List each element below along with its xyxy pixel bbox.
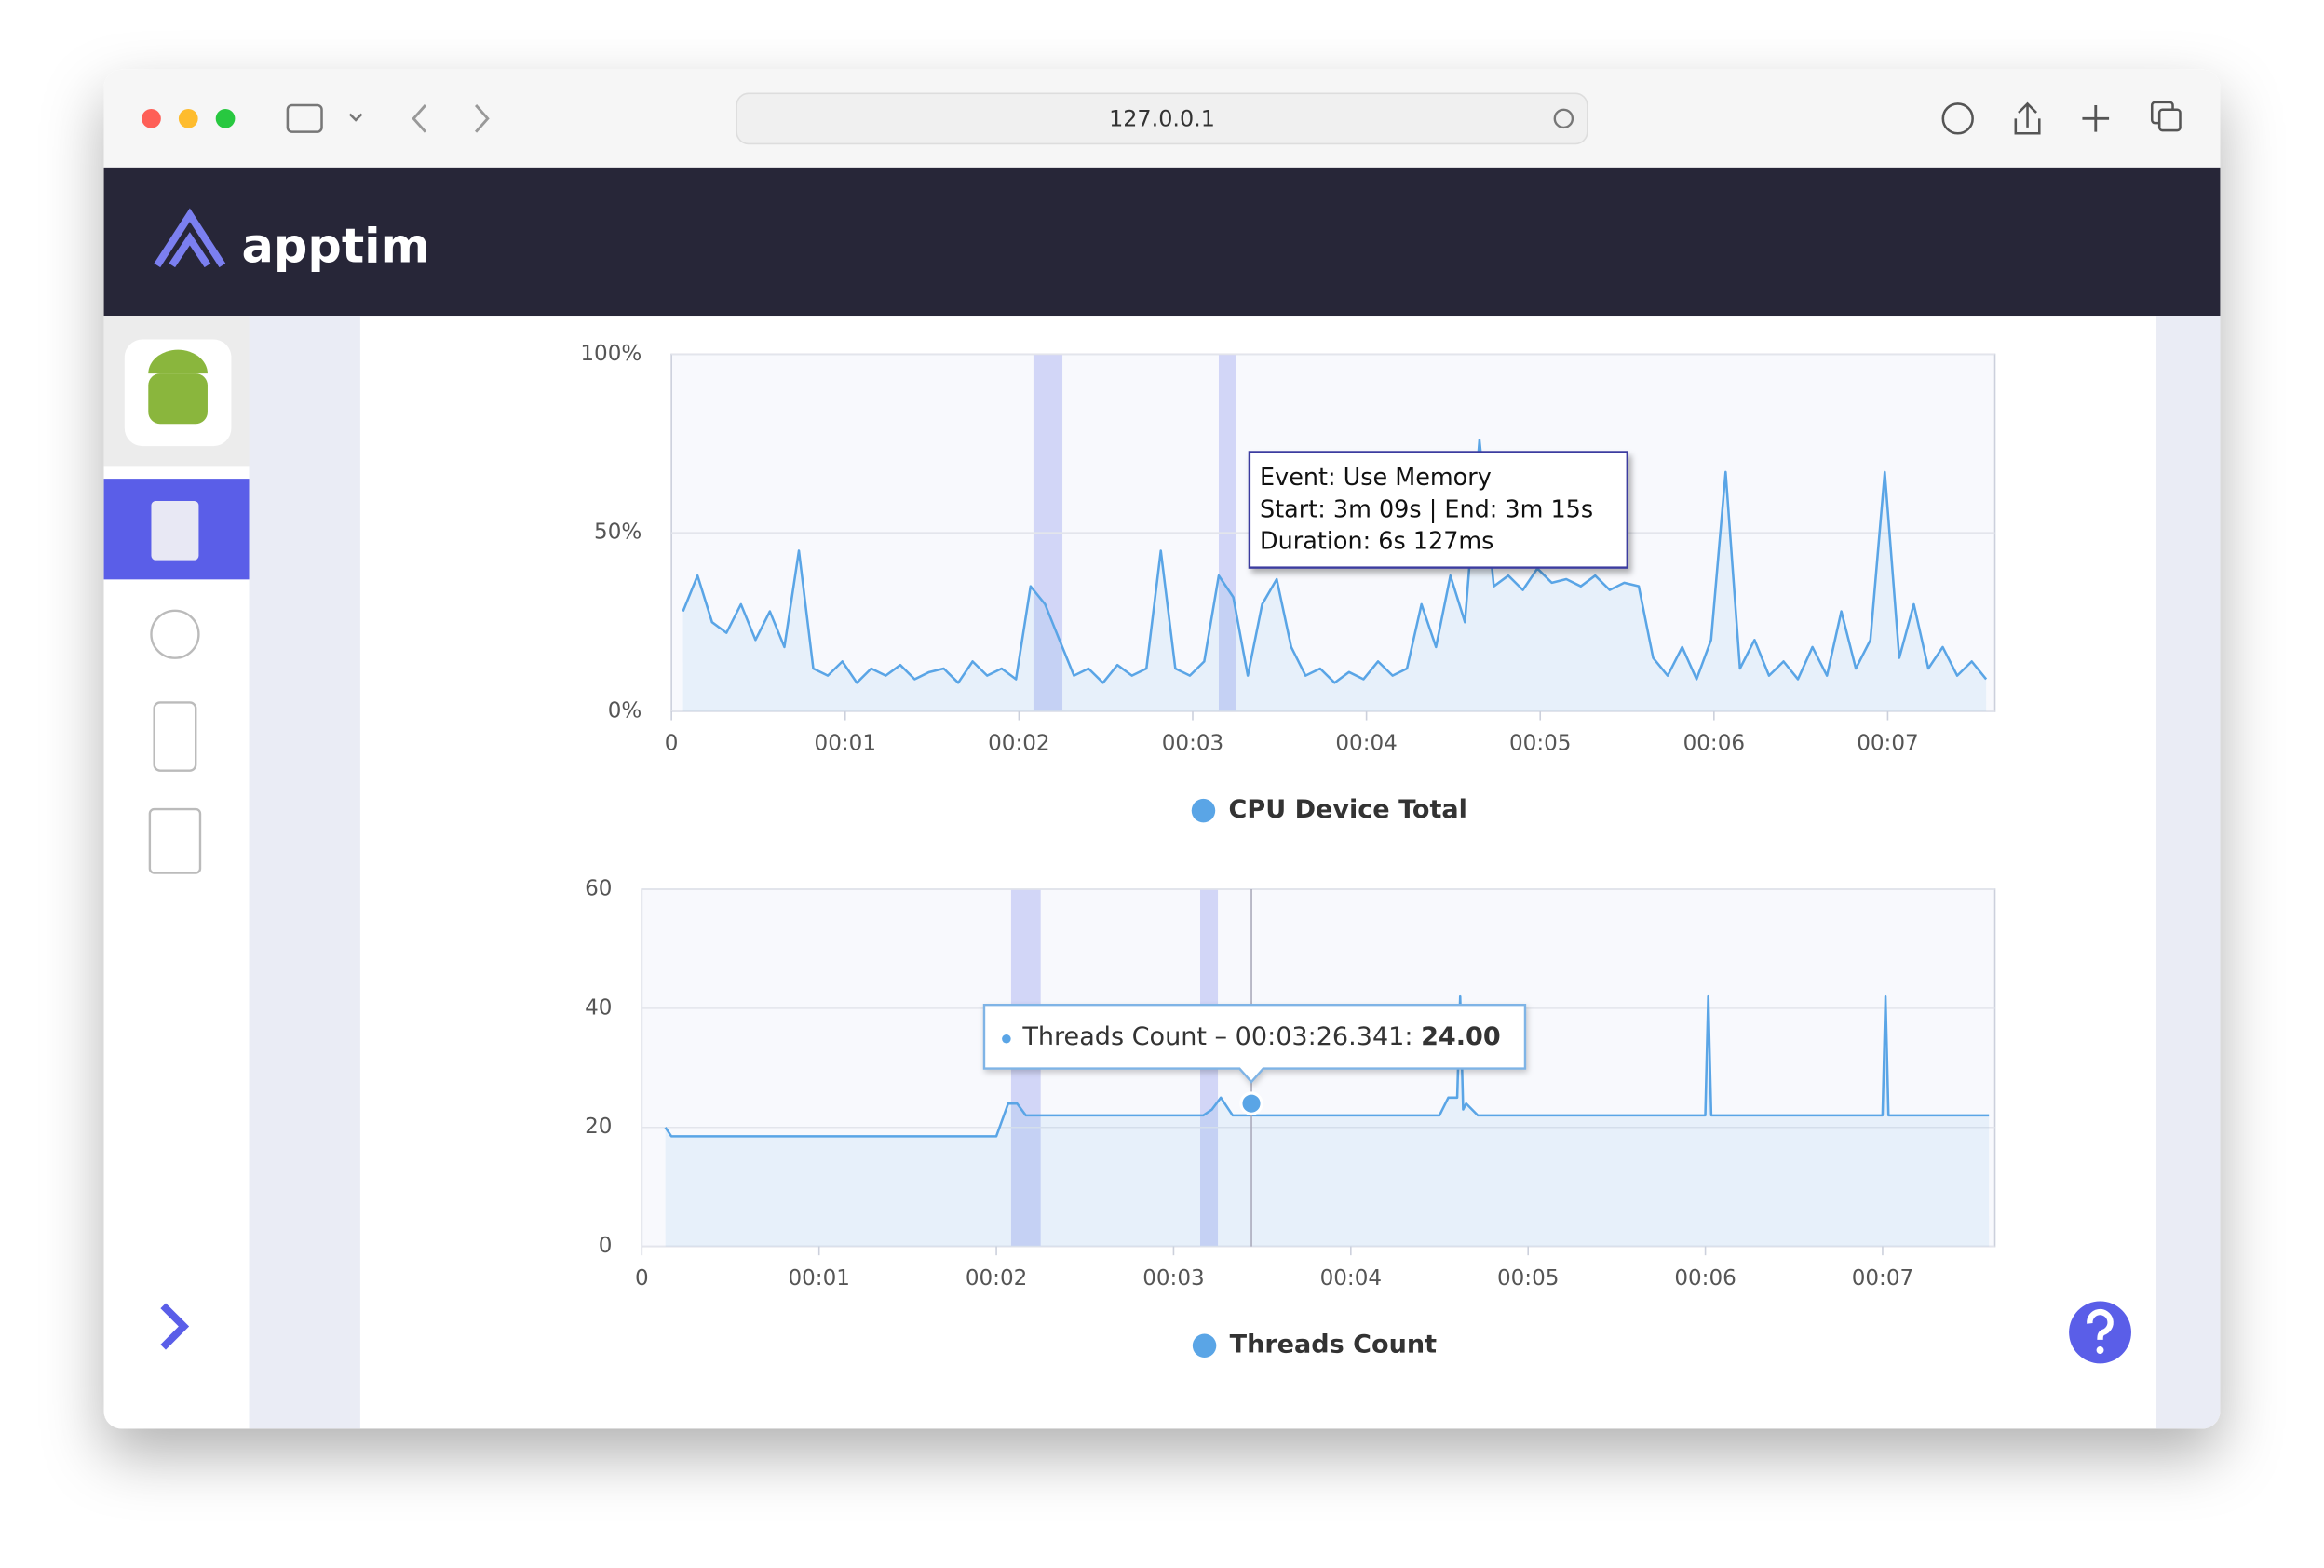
tooltip-line: Duration: 6s 127ms — [1260, 528, 1493, 556]
back[interactable] — [412, 104, 427, 133]
y-tick-label: 50% — [594, 520, 642, 545]
y-tick-label: 0 — [599, 1234, 613, 1258]
brand: apptim — [242, 219, 430, 274]
url: 127.0.0.1 — [1109, 105, 1215, 131]
report-icon — [151, 500, 199, 561]
line — [664, 994, 1990, 1138]
line — [682, 439, 1988, 684]
x-tick-label: 00:04 — [1320, 1266, 1382, 1291]
y-tick-label: 20 — [585, 1115, 612, 1139]
gutter — [249, 316, 360, 1429]
zoom[interactable] — [215, 108, 236, 128]
gutter — [2156, 316, 2221, 1429]
logo — [154, 208, 226, 268]
sidebar-toggle[interactable] — [286, 103, 323, 133]
nav-device[interactable] — [153, 701, 197, 772]
hover-point — [1239, 1091, 1263, 1115]
tabs[interactable] — [2157, 108, 2182, 132]
x-tick-label: 00:02 — [966, 1266, 1027, 1291]
nav-checklist[interactable] — [148, 807, 202, 874]
legend-marker — [1192, 1333, 1217, 1358]
charts: 0% 50% 100% 0 00:01 00:02 00:03 00:04 00:05 00:06… — [580, 342, 1996, 1359]
nav-info[interactable] — [150, 609, 200, 659]
x-tick-label: 0 — [635, 1266, 649, 1291]
tooltip-box — [982, 1003, 1527, 1084]
tooltip-label: Threads Count – 00:03:26.341: — [1021, 1022, 1421, 1051]
dropdown[interactable] — [348, 113, 363, 122]
forward[interactable] — [474, 104, 490, 133]
y-tick-label: 60 — [585, 877, 612, 901]
area — [682, 439, 1987, 712]
x-tick-label: 0 — [665, 732, 679, 756]
x-tick-label: 00:07 — [1857, 732, 1918, 756]
x-tick-label: 00:03 — [1162, 732, 1223, 756]
expand[interactable] — [160, 1303, 190, 1350]
y-tick-label: 0% — [608, 699, 642, 723]
tooltip-marker — [1002, 1034, 1011, 1044]
address-bar[interactable] — [736, 92, 1588, 145]
y-tick-label: 40 — [585, 995, 612, 1020]
android — [148, 373, 208, 425]
area — [665, 996, 1990, 1247]
x-tick-label: 00:03 — [1142, 1266, 1204, 1291]
x-tick-label: 00:07 — [1852, 1266, 1913, 1291]
new-tab[interactable] — [2082, 105, 2110, 132]
header — [103, 167, 2221, 317]
tooltip-box — [1248, 451, 1628, 569]
legend-label: Threads Count — [1230, 1331, 1437, 1359]
x-tick-label: 00:06 — [1683, 732, 1745, 756]
legend-label: CPU Device Total — [1229, 795, 1467, 824]
tooltip-line: Start: 3m 09s | End: 3m 15s — [1260, 495, 1593, 523]
x-tick-label: 00:01 — [815, 732, 876, 756]
x-tick-label: 00:05 — [1509, 732, 1571, 756]
close[interactable] — [142, 108, 161, 128]
y-tick-label: 100% — [580, 342, 642, 366]
tooltip-line: Event: Use Memory — [1260, 464, 1492, 492]
x-tick-label: 00:01 — [788, 1266, 849, 1291]
tooltip-text: Threads Count – 00:03:26.341: 24.00 — [1021, 1022, 1500, 1051]
help-dot — [2096, 1346, 2104, 1355]
x-tick-label: 00:06 — [1674, 1266, 1736, 1291]
x-tick-label: 00:04 — [1335, 732, 1397, 756]
downloads[interactable] — [1941, 102, 1974, 135]
minimize[interactable] — [178, 108, 198, 128]
reload[interactable] — [1553, 108, 1574, 129]
tooltip-value: 24.00 — [1421, 1022, 1501, 1051]
share[interactable] — [2014, 101, 2041, 135]
x-tick-label: 00:05 — [1497, 1266, 1559, 1291]
android-head — [148, 349, 208, 374]
legend-marker — [1191, 798, 1216, 823]
help-glyph — [2087, 1308, 2114, 1340]
x-tick-label: 00:02 — [988, 732, 1049, 756]
